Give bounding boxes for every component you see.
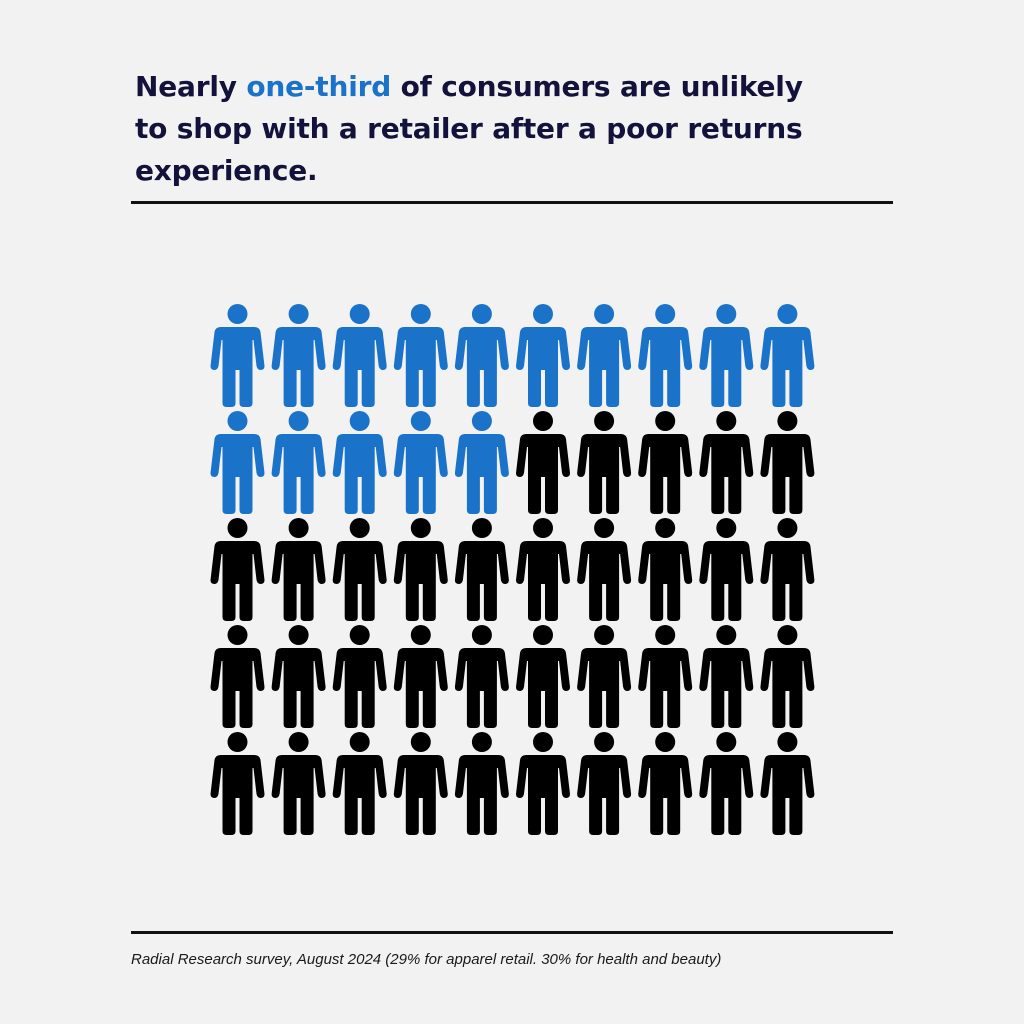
- person-icon: [577, 518, 632, 621]
- person-icon: [638, 518, 693, 621]
- person-icon-highlighted: [210, 304, 265, 407]
- person-icon: [577, 625, 632, 728]
- person-icon: [699, 732, 754, 835]
- person-icon: [638, 732, 693, 835]
- person-icon-highlighted: [332, 304, 387, 407]
- person-icon: [516, 518, 570, 621]
- person-icon: [332, 732, 387, 835]
- person-icon: [760, 732, 815, 835]
- person-icon-highlighted: [638, 304, 693, 407]
- person-icon: [577, 732, 632, 835]
- person-icon-highlighted: [210, 411, 265, 514]
- person-icon: [210, 518, 265, 621]
- person-icon-highlighted: [271, 304, 326, 407]
- person-icon: [699, 411, 754, 514]
- top-divider: [131, 201, 893, 204]
- person-icon: [393, 732, 448, 835]
- person-icon-highlighted: [393, 304, 448, 407]
- person-icon-highlighted: [760, 304, 815, 407]
- person-icon-highlighted: [577, 304, 632, 407]
- headline: Nearly one-third of consumers are unlike…: [135, 66, 835, 192]
- person-icon: [516, 411, 570, 514]
- person-icon: [271, 732, 326, 835]
- person-icon-highlighted: [271, 411, 326, 514]
- person-icon: [760, 518, 815, 621]
- person-icon: [454, 518, 509, 621]
- person-icon: [393, 518, 448, 621]
- person-icon: [760, 411, 815, 514]
- headline-prefix: Nearly: [135, 70, 247, 103]
- person-icon: [454, 625, 509, 728]
- person-icon: [577, 411, 632, 514]
- headline-suffix: of consumers are unlikely to shop with a…: [135, 70, 803, 187]
- source-note: Radial Research survey, August 2024 (29%…: [131, 951, 722, 968]
- person-icon-highlighted: [699, 304, 754, 407]
- person-icon: [454, 732, 509, 835]
- person-icon-highlighted: [393, 411, 448, 514]
- person-icon: [699, 625, 754, 728]
- person-icon: [210, 732, 265, 835]
- person-icon-highlighted: [516, 304, 570, 407]
- person-icon-highlighted: [454, 304, 509, 407]
- person-icon: [699, 518, 754, 621]
- person-icon: [271, 625, 326, 728]
- person-icon: [271, 518, 326, 621]
- person-icon: [210, 625, 265, 728]
- person-icon: [638, 411, 693, 514]
- person-icon: [393, 625, 448, 728]
- person-icon: [332, 518, 387, 621]
- person-icon-highlighted: [332, 411, 387, 514]
- person-icon: [332, 625, 387, 728]
- person-icon: [638, 625, 693, 728]
- person-icon: [760, 625, 815, 728]
- person-icon-highlighted: [454, 411, 509, 514]
- headline-highlight: one-third: [246, 70, 392, 103]
- person-icon: [516, 732, 570, 835]
- person-icon: [516, 625, 570, 728]
- bottom-divider: [131, 931, 893, 934]
